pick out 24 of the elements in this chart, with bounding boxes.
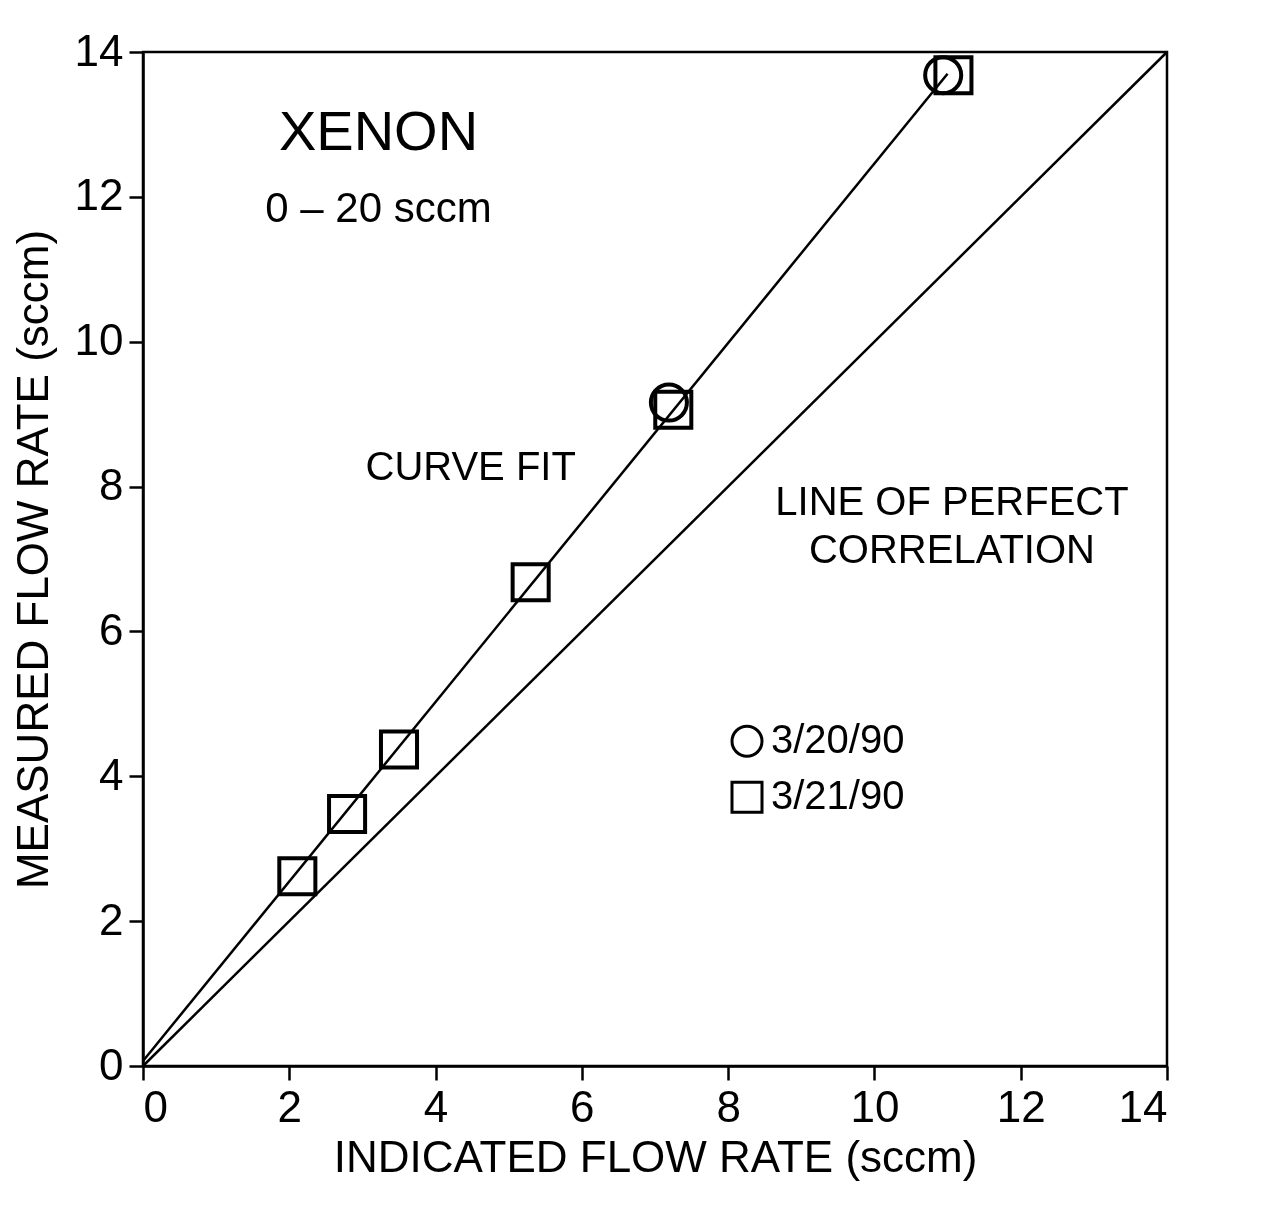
legend-label: 3/20/90 xyxy=(771,717,905,762)
y-tick-label: 6 xyxy=(99,604,124,654)
y-tick-label: 4 xyxy=(99,749,124,799)
x-axis-title: INDICATED FLOW RATE (sccm) xyxy=(333,1131,978,1181)
y-tick-label: 12 xyxy=(74,170,124,220)
y-tick-label: 0 xyxy=(99,1039,124,1089)
text: XENON xyxy=(278,99,479,163)
x-tick-label: 12 xyxy=(996,1081,1046,1131)
x-tick-label: 4 xyxy=(423,1081,449,1131)
y-axis-title: MEASURED FLOW RATE (sccm) xyxy=(7,229,57,890)
annotation: CURVE FIT xyxy=(365,443,576,488)
y-tick-label: 14 xyxy=(74,25,124,75)
y-tick-label: 2 xyxy=(99,894,124,944)
legend-label: 3/21/90 xyxy=(771,773,905,818)
x-tick-label: 0 xyxy=(143,1081,168,1131)
x-tick-label: 2 xyxy=(277,1081,303,1131)
y-tick-label: 10 xyxy=(74,315,124,365)
text: 0 – 20 sccm xyxy=(265,184,492,232)
x-tick-label: 14 xyxy=(1118,1081,1168,1131)
x-tick-label: 10 xyxy=(850,1081,900,1131)
x-tick-label: 8 xyxy=(716,1081,741,1131)
x-tick-label: 6 xyxy=(570,1081,595,1131)
y-tick-label: 8 xyxy=(99,460,124,510)
annotation: LINE OF PERFECT CORRELATION xyxy=(775,479,1129,572)
